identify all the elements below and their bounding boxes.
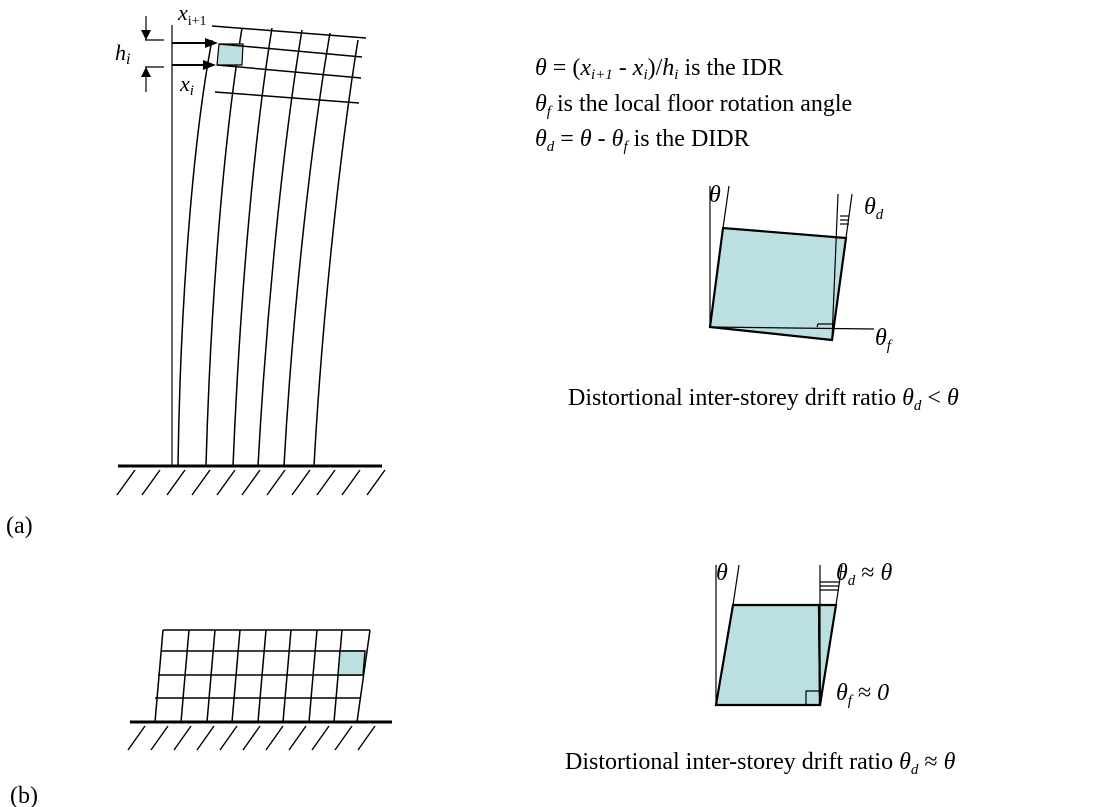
storey-cell-detail — [817, 603, 838, 706]
column-line — [205, 27, 243, 467]
rotation-marker — [722, 185, 730, 229]
low-rise-building-diagram — [127, 629, 392, 751]
column-line — [232, 27, 273, 467]
caption-a: Distortional inter-storey drift ratio θd… — [568, 385, 959, 414]
floor-line — [211, 25, 367, 39]
column-line — [257, 29, 303, 467]
panel-label-b: (b) — [10, 783, 38, 807]
label-x-upper: xi+1 — [177, 0, 207, 29]
label-theta-f-approx: θf ≈ 0 — [836, 680, 889, 709]
ground-hatching — [127, 725, 376, 751]
right-angle-marker — [805, 690, 820, 705]
floor-line — [214, 91, 360, 104]
arrowhead-icon — [205, 38, 218, 48]
floor-line — [218, 43, 363, 58]
arrowhead-icon — [141, 30, 151, 40]
storey-detail-a: θ θd θf — [708, 182, 893, 354]
caption-b: Distortional inter-storey drift ratio θd… — [565, 749, 956, 778]
right-angle-marker — [816, 323, 834, 328]
storey-cell-detail — [708, 226, 848, 342]
label-theta-f: θf — [875, 325, 893, 354]
horizontal-reference-line — [709, 326, 875, 330]
ground-hatching — [116, 469, 386, 496]
arrowhead-icon — [203, 60, 216, 70]
label-theta: θ — [716, 560, 728, 586]
arrowhead-icon — [141, 67, 151, 77]
definition-didr: θd = θ - θf is the DIDR — [535, 126, 750, 155]
definition-floor-rotation: θf is the local floor rotation angle — [535, 91, 852, 120]
column-line — [177, 39, 213, 467]
storey-cell-detail — [714, 603, 822, 707]
label-theta-d-approx: θd ≈ θ — [836, 560, 892, 589]
definition-idr: θ = (xi+1 - xi)/hi is the IDR — [535, 55, 783, 83]
grid-frame — [154, 629, 371, 723]
column-line — [283, 32, 331, 467]
angle-tick-marks — [820, 581, 839, 591]
storey-height-dimension — [145, 16, 164, 92]
angle-tick-marks — [840, 215, 849, 225]
floor-line — [216, 64, 362, 79]
panel-label-a: (a) — [6, 513, 33, 539]
rotation-marker — [732, 564, 740, 606]
label-theta-d: θd — [864, 194, 884, 223]
tall-building-diagram: xi+1 hi xi — [115, 0, 386, 496]
highlighted-storey-cell — [216, 43, 244, 66]
rotation-marker — [835, 564, 843, 606]
definitions-block: θ = (xi+1 - xi)/hi is the IDR θf is the … — [535, 55, 852, 155]
label-theta: θ — [709, 182, 721, 208]
reference-line — [831, 193, 839, 341]
storey-detail-b: θ θd ≈ θ θf ≈ 0 — [714, 560, 892, 709]
column-line — [313, 39, 359, 467]
label-storey-height: hi — [115, 40, 130, 68]
highlighted-storey-cell — [337, 650, 366, 676]
label-x-lower: xi — [179, 71, 194, 99]
